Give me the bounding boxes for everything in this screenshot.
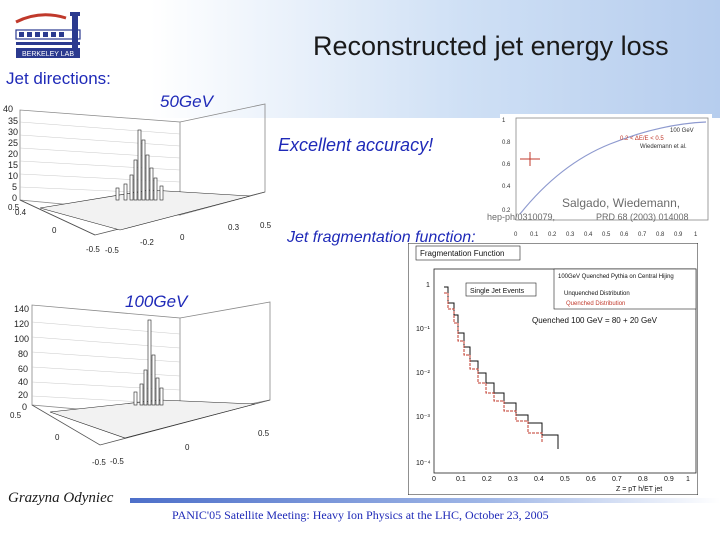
y-tick: 0.2 [502,208,511,214]
axis-tick: 0 [52,226,57,235]
x-tick: 0.8 [656,232,665,238]
x-tick: 0.5 [602,232,611,238]
frag-x-tick: 1 [686,476,690,483]
axis-tick: 0.5 [260,221,272,230]
legend-line: 100 GeV [670,128,694,134]
jet-directions-label: Jet directions: [6,69,111,88]
footer-text: PANIC'05 Satellite Meeting: Heavy Ion Ph… [172,508,549,522]
axis-tick: -0.5 [110,457,124,466]
frag-xlabel: Z = pT h/ET jet [616,486,662,493]
accuracy-label: Excellent accuracy! [278,135,434,155]
frag-legend-unquenched: Unquenched Distribution [564,291,630,297]
z-tick: 20 [18,390,28,400]
z-tick: 40 [3,104,13,114]
title-background [150,0,720,118]
frag-x-tick: 0.2 [482,476,492,483]
z-tick: 10 [8,171,18,181]
z-tick: 0 [22,402,27,412]
axis-tick: 0 [180,233,185,242]
z-tick: 40 [18,377,28,387]
z-tick: 30 [8,127,18,137]
frag-y-tick: 10⁻² [416,370,430,377]
frag-x-tick: 0.4 [534,476,544,483]
x-tick: 0.9 [674,232,683,238]
frag-x-tick: 0.9 [664,476,674,483]
z-tick: 100 [14,334,29,344]
axis-tick: 0.3 [228,223,240,232]
label-100gev: 100GeV [125,292,188,311]
ref-prd: PRD 68 (2003) 014008 [596,212,689,222]
label-50gev: 50GeV [160,92,213,111]
frag-x-tick: 0.7 [612,476,622,483]
frag-y-tick: 10⁻¹ [416,326,430,333]
frag-x-tick: 0 [432,476,436,483]
frag-legend-box: Single Jet Events [470,288,525,295]
legend-line: Wiedemann et al. [640,144,687,150]
axis-tick: 0 [55,433,60,442]
frag-x-tick: 0.8 [638,476,648,483]
fragmentation-label: Jet fragmentation function: [287,229,476,246]
z-tick: 140 [14,304,29,314]
axis-tick: -0.5 [86,245,100,254]
z-tick: 15 [8,160,18,170]
frag-y-tick: 10⁻³ [416,414,430,421]
ref-authors: Salgado, Wiedemann, [562,196,681,210]
author-name: Grazyna Odyniec [8,490,114,506]
y-tick: 0.4 [502,184,511,190]
slide-title: Reconstructed jet energy loss [313,31,669,61]
frag-x-tick: 0.1 [456,476,466,483]
z-tick: 120 [14,319,29,329]
frag-x-tick: 0.3 [508,476,518,483]
x-tick: 0.7 [638,232,647,238]
frag-x-tick: 0.5 [560,476,570,483]
frag-y-tick: 10⁻⁴ [416,460,431,467]
frag-legend-main: 100GeV Quenched Pythia on Central Hijing [558,274,674,280]
logo-text: BERKELEY LAB [22,51,74,58]
z-tick: 5 [12,182,17,192]
frag-y-tick: 1 [426,282,430,289]
axis-tick: 0 [185,443,190,452]
z-tick: 25 [8,138,18,148]
axis-tick: 0.5 [258,429,270,438]
z-tick: 60 [18,364,28,374]
frag-legend-quenched: Quenched Distribution [566,301,625,307]
axis-tick: -0.5 [105,246,119,255]
axis-tick: -0.5 [92,458,106,467]
z-tick: 20 [8,149,18,159]
frag-header: Fragmentation Function [420,249,505,258]
axis-tick: 0.5 [8,203,20,212]
x-tick: 0.3 [566,232,575,238]
inset-plot: 1 0.8 0.6 0.4 0.2 100 GeV 0.2 < ΔE/E < 0… [500,114,712,238]
lego-plot-100gev: 140 120 100 80 60 40 20 0 0.5 0 -0.5 -0.… [10,301,271,467]
z-tick: 0 [12,193,17,203]
x-tick: 0.1 [530,232,539,238]
berkeley-lab-logo: BERKELEY LAB [15,12,81,58]
x-tick: 0.2 [548,232,557,238]
x-tick: 1 [694,232,698,238]
footer-bar [130,498,720,503]
ref-hep: hep-ph/0310079, [487,212,556,222]
z-tick: 35 [8,116,18,126]
axis-tick: -0.2 [140,238,154,247]
frag-annotation: Quenched 100 GeV = 80 + 20 GeV [532,316,658,325]
y-tick: 1 [502,118,506,124]
frag-x-tick: 0.6 [586,476,596,483]
x-tick: 0 [514,232,518,238]
y-tick: 0.6 [502,162,511,168]
x-tick: 0.6 [620,232,629,238]
x-tick: 0.4 [584,232,593,238]
fragmentation-plot: Fragmentation Function 100GeV Quenched P… [408,243,698,495]
legend-line: 0.2 < ΔE/E < 0.5 [620,136,664,142]
z-tick: 80 [18,349,28,359]
axis-tick: 0.4 [15,208,27,217]
lego-plot-50gev: 40 35 30 25 20 15 10 5 0 0.5 0.4 0 -0.5 … [3,103,272,255]
y-tick: 0.8 [502,140,511,146]
axis-tick: 0.5 [10,411,22,420]
